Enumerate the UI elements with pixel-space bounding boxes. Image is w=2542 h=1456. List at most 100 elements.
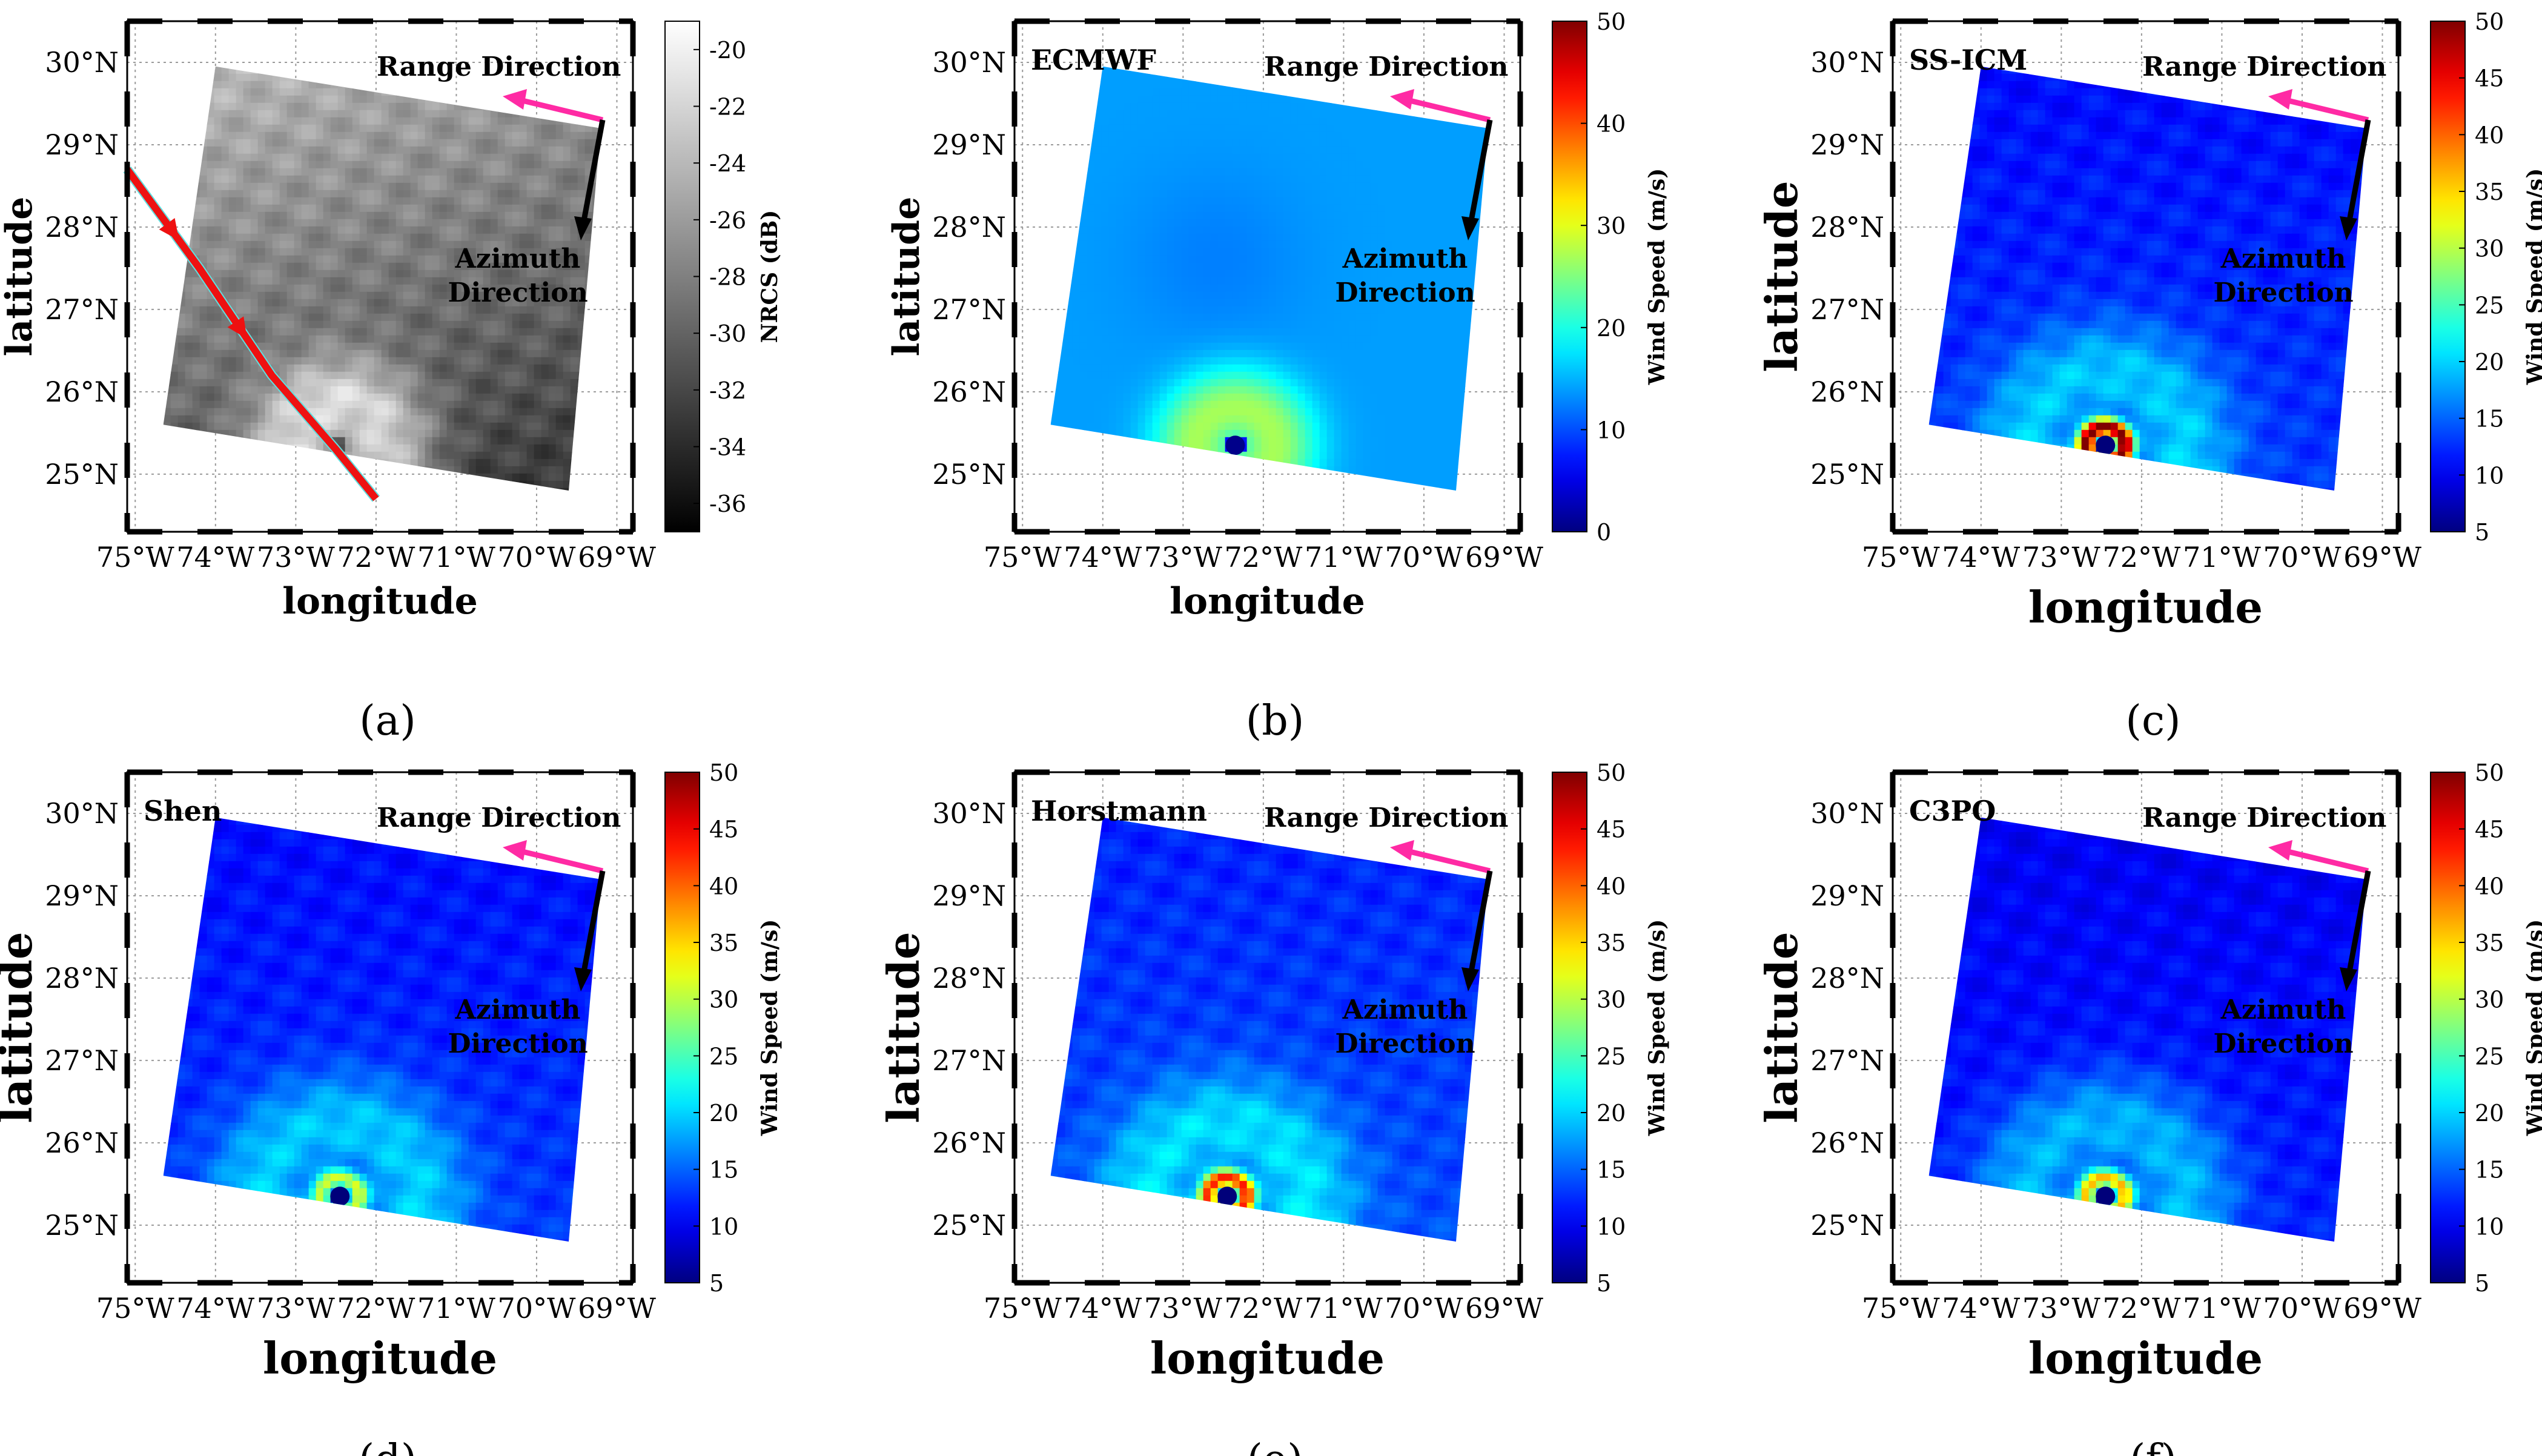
heat-cell bbox=[1450, 211, 1458, 220]
heat-cell bbox=[279, 429, 288, 438]
heat-cell bbox=[243, 95, 251, 104]
heat-cell bbox=[425, 357, 433, 365]
heat-cell bbox=[1123, 117, 1131, 125]
heat-cell bbox=[555, 320, 564, 329]
y-tick-label: 27°N bbox=[45, 293, 119, 326]
heat-cell bbox=[352, 131, 360, 140]
heat-cell bbox=[570, 349, 578, 358]
heat-cell bbox=[257, 291, 266, 300]
heat-cell bbox=[526, 422, 535, 431]
heat-cell bbox=[483, 226, 491, 234]
heat-cell bbox=[446, 262, 455, 271]
heat-cell bbox=[439, 168, 448, 176]
heat-cell bbox=[1450, 139, 1458, 147]
heat-cell bbox=[330, 408, 339, 416]
heat-cell bbox=[345, 255, 353, 263]
heat-cell bbox=[294, 102, 302, 111]
heat-cell bbox=[323, 277, 331, 285]
heat-cell bbox=[1188, 175, 1197, 184]
heat-cell bbox=[563, 197, 571, 205]
heat-cell bbox=[1414, 153, 1422, 162]
heat-cell bbox=[185, 415, 193, 423]
heat-cell bbox=[526, 328, 535, 336]
heat-cell bbox=[497, 349, 506, 358]
heat-cell bbox=[417, 124, 426, 133]
heat-cell bbox=[301, 88, 309, 96]
heat-cell bbox=[563, 131, 571, 140]
heat-cell bbox=[163, 415, 171, 423]
heat-cell bbox=[301, 160, 309, 169]
heat-cell bbox=[534, 240, 542, 249]
heat-cell bbox=[207, 175, 215, 184]
heat-cell bbox=[475, 182, 484, 191]
heat-cell bbox=[1406, 204, 1415, 213]
heat-cell bbox=[352, 299, 360, 307]
heat-cell bbox=[1159, 175, 1168, 184]
heat-cell bbox=[417, 219, 426, 227]
heat-cell bbox=[257, 146, 266, 154]
heat-cell bbox=[454, 255, 462, 263]
heat-cell bbox=[381, 400, 389, 409]
heat-cell bbox=[323, 197, 331, 205]
heat-cell bbox=[410, 458, 419, 467]
heat-cell bbox=[236, 299, 244, 307]
heat-cell bbox=[454, 444, 462, 452]
heat-cell bbox=[1246, 211, 1255, 220]
heat-cell bbox=[199, 371, 208, 380]
heat-cell bbox=[257, 248, 266, 256]
heat-cell bbox=[403, 146, 411, 154]
heat-cell bbox=[1116, 88, 1124, 96]
heat-cell bbox=[330, 349, 339, 358]
heat-cell bbox=[505, 349, 513, 358]
heat-cell bbox=[199, 328, 208, 336]
heat-cell bbox=[257, 204, 266, 213]
heat-cell bbox=[388, 393, 397, 402]
heat-cell bbox=[505, 131, 513, 140]
heat-cell bbox=[1116, 73, 1124, 82]
heat-cell bbox=[526, 451, 535, 460]
heat-cell bbox=[1101, 146, 1110, 154]
heat-cell bbox=[301, 291, 309, 300]
heat-cell bbox=[257, 306, 266, 314]
heat-cell bbox=[490, 270, 498, 278]
heat-cell bbox=[388, 240, 397, 249]
heat-cell bbox=[1268, 117, 1277, 125]
heat-cell bbox=[577, 299, 586, 307]
heat-cell bbox=[490, 139, 498, 147]
frame-segment bbox=[197, 529, 233, 535]
heat-cell bbox=[454, 422, 462, 431]
heat-cell bbox=[366, 379, 375, 387]
heat-cell bbox=[257, 117, 266, 125]
heat-cell bbox=[345, 313, 353, 322]
heat-cell bbox=[1414, 204, 1422, 213]
heat-cell bbox=[439, 211, 448, 220]
heat-cell bbox=[366, 444, 375, 452]
heat-cell bbox=[541, 131, 549, 140]
heat-cell bbox=[1326, 139, 1335, 147]
heat-cell bbox=[1355, 160, 1364, 169]
heat-cell bbox=[286, 117, 295, 125]
heat-cell bbox=[446, 233, 455, 242]
heat-cell bbox=[352, 182, 360, 191]
heat-cell bbox=[425, 124, 433, 133]
heat-cell bbox=[1450, 131, 1458, 140]
heat-cell bbox=[1225, 124, 1233, 133]
heat-cell bbox=[366, 153, 375, 162]
heat-cell bbox=[1261, 124, 1269, 133]
heat-cell bbox=[228, 408, 237, 416]
heat-cell bbox=[1406, 211, 1415, 220]
heat-cell bbox=[555, 262, 564, 271]
heat-cell bbox=[250, 139, 259, 147]
heat-cell bbox=[345, 153, 353, 162]
heat-cell bbox=[1116, 197, 1124, 205]
heat-cell bbox=[1290, 204, 1299, 213]
heat-cell bbox=[439, 284, 448, 293]
heat-cell bbox=[497, 131, 506, 140]
heat-cell bbox=[548, 175, 557, 184]
heat-cell bbox=[265, 81, 273, 89]
heat-cell bbox=[1297, 124, 1306, 133]
heat-cell bbox=[250, 386, 259, 394]
heat-cell bbox=[475, 408, 484, 416]
heat-cell bbox=[243, 204, 251, 213]
heat-cell bbox=[243, 190, 251, 198]
